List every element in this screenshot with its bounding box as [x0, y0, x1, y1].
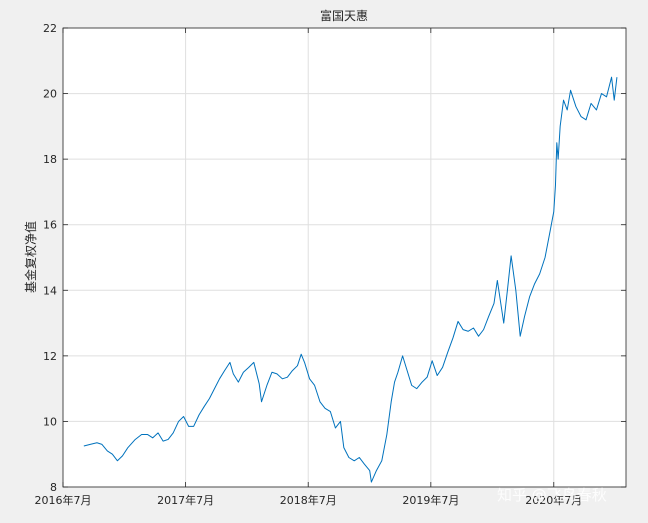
- y-tick-label: 16: [43, 219, 57, 232]
- y-tick-label: 14: [43, 284, 57, 297]
- axes-box: [62, 27, 627, 488]
- grid: [62, 27, 626, 488]
- y-tick-label: 10: [43, 415, 57, 428]
- watermark-text: 知乎 @飞鸟春秋: [497, 486, 607, 504]
- y-tick-label: 12: [43, 350, 57, 363]
- x-tick-label: 2018年7月: [280, 493, 337, 507]
- plot-area: [63, 28, 626, 487]
- y-tick-label: 8: [50, 481, 57, 494]
- y-tick-label: 18: [43, 153, 57, 166]
- y-tick-labels: 8 10 12 14 16 18 20 22: [43, 22, 57, 494]
- x-tick-label: 2017年7月: [157, 493, 214, 507]
- x-tick-label: 2020年7月: [525, 493, 582, 507]
- y-tick-label: 22: [43, 22, 57, 35]
- x-tick-label: 2016年7月: [35, 493, 92, 507]
- tick-marks: [62, 27, 626, 488]
- series-line: [83, 76, 618, 483]
- y-tick-label: 20: [43, 88, 57, 101]
- y-axis-label: 基金复权净值: [23, 221, 38, 293]
- x-tick-labels: 2016年7月 2017年7月 2018年7月 2019年7月 2020年7月: [35, 493, 583, 507]
- x-tick-label: 2019年7月: [402, 493, 459, 507]
- chart-title: 富国天惠: [320, 8, 368, 23]
- series-layer: [83, 76, 618, 483]
